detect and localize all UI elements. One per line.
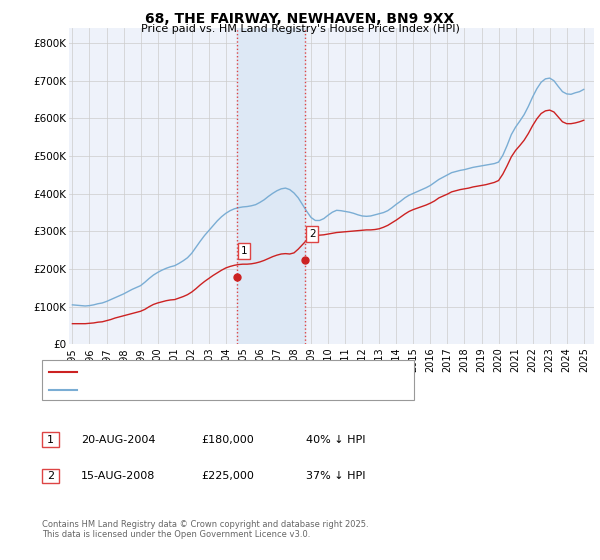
- Text: 37% ↓ HPI: 37% ↓ HPI: [306, 471, 365, 481]
- Text: 15-AUG-2008: 15-AUG-2008: [81, 471, 155, 481]
- Point: [300, 255, 310, 264]
- Text: HPI: Average price, detached house, Lewes: HPI: Average price, detached house, Lewe…: [82, 385, 307, 395]
- Text: Contains HM Land Registry data © Crown copyright and database right 2025.
This d: Contains HM Land Registry data © Crown c…: [42, 520, 368, 539]
- Text: 2: 2: [47, 471, 54, 481]
- Text: 20-AUG-2004: 20-AUG-2004: [81, 435, 155, 445]
- Bar: [236, 28, 305, 344]
- Text: £180,000: £180,000: [201, 435, 254, 445]
- Text: 2: 2: [309, 229, 316, 239]
- Text: 40% ↓ HPI: 40% ↓ HPI: [306, 435, 365, 445]
- Text: Price paid vs. HM Land Registry's House Price Index (HPI): Price paid vs. HM Land Registry's House …: [140, 24, 460, 34]
- Text: £225,000: £225,000: [201, 471, 254, 481]
- Text: 1: 1: [241, 246, 247, 256]
- Text: 68, THE FAIRWAY, NEWHAVEN, BN9 9XX: 68, THE FAIRWAY, NEWHAVEN, BN9 9XX: [145, 12, 455, 26]
- Text: 1: 1: [47, 435, 54, 445]
- Point: [232, 272, 241, 281]
- Text: 68, THE FAIRWAY, NEWHAVEN, BN9 9XX (detached house): 68, THE FAIRWAY, NEWHAVEN, BN9 9XX (deta…: [82, 367, 383, 377]
